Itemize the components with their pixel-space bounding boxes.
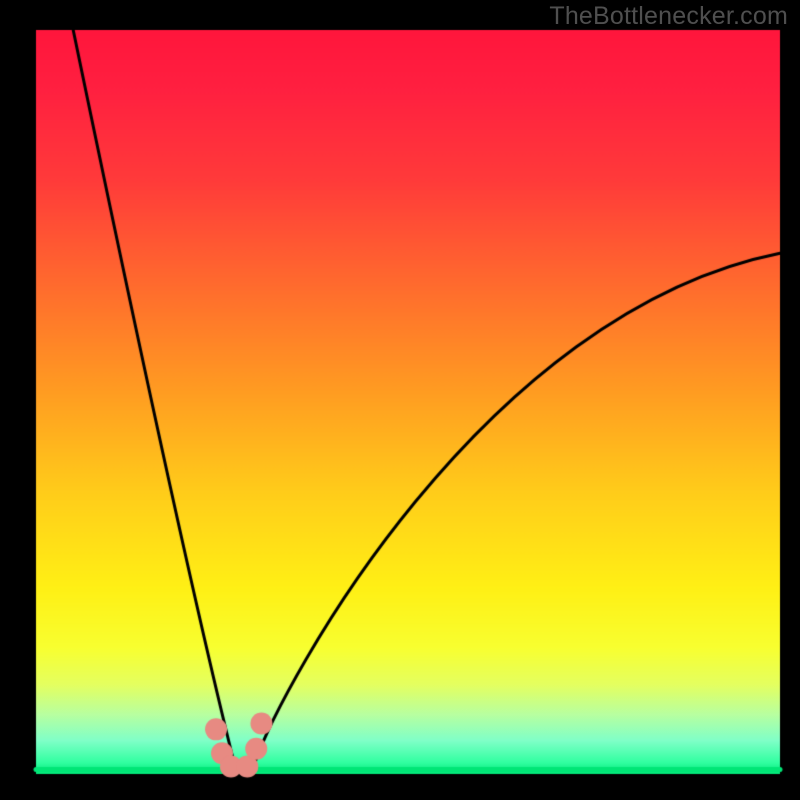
bottleneck-chart-canvas <box>0 0 800 800</box>
watermark-text: TheBottlenecker.com <box>549 2 788 31</box>
chart-stage: TheBottlenecker.com <box>0 0 800 800</box>
